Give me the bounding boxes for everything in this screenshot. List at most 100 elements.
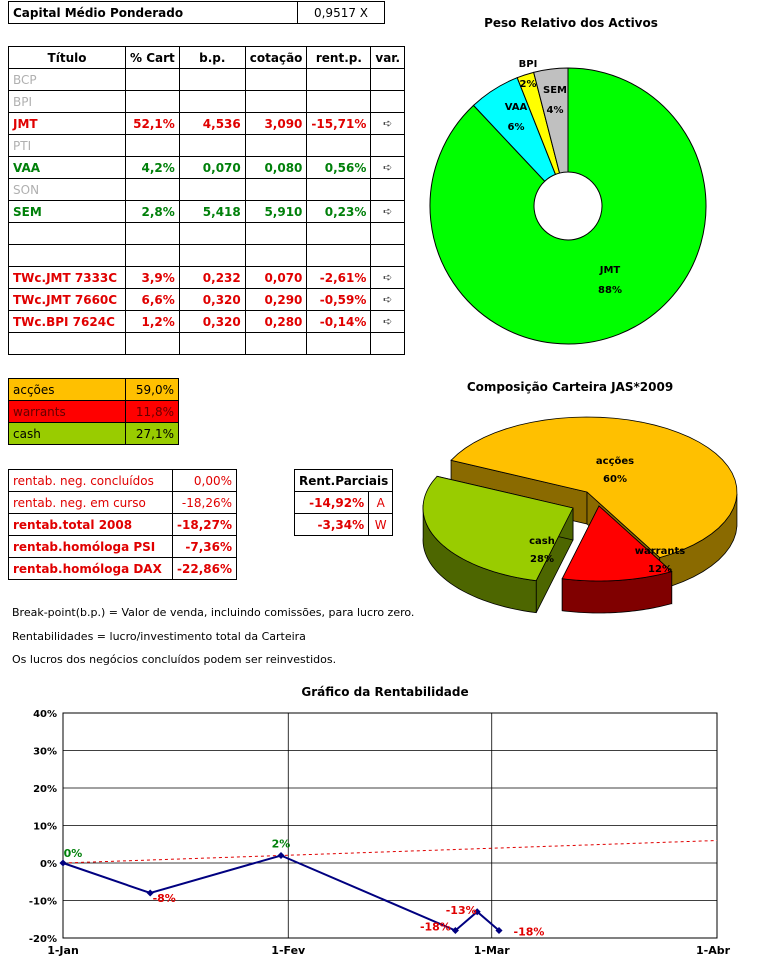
rentab-label: rentab.total 2008 [8,513,173,536]
parciais-tag: A [368,491,394,514]
portfolio-table: Título % Cart b.p. cotação rent.p. var. … [8,46,406,355]
cell-cotacao [244,332,308,355]
rentab-label: rentab. neg. concluídos [8,469,173,492]
composition-label: warrants [8,400,126,423]
cell-titulo: TWc.JMT 7333C [8,266,126,289]
data-label: -13% [446,904,477,917]
cell-cart [125,90,180,113]
table-row: SON [8,178,406,201]
parciais-tag: W [368,513,394,536]
rentab-row: rentab.homóloga PSI -7,36% [8,535,237,558]
doughnut-pct-label: 4% [547,105,564,116]
rentab-row: rentab.total 2008 -18,27% [8,513,237,536]
parciais-table: Rent.Parciais -14,92% A -3,34% W [293,469,394,536]
parciais-value: -14,92% [293,491,370,514]
rentab-value: -22,86% [172,557,237,580]
cell-cart [125,68,180,91]
rentab-label: rentab.homóloga PSI [8,535,173,558]
pie-label: cash [529,536,555,547]
cell-cart [125,222,180,245]
capital-label: Capital Médio Ponderado [8,1,298,24]
cell-cart: 1,2% [125,310,180,333]
cell-rent: -2,61% [306,266,372,289]
data-point [451,926,459,935]
composition-pie-chart: Composição Carteira JAS*2009 acções 60% wa… [422,380,738,614]
cell-rent: -15,71% [306,112,372,135]
rentabilidade-line [62,854,500,932]
table-row: TWc.JMT 7333C 3,9% 0,232 0,070 -2,61% ➪ [8,266,406,289]
cell-rent: -0,59% [306,288,372,311]
table-row: JMT 52,1% 4,536 3,090 -15,71% ➪ [8,112,406,135]
data-point [495,926,503,935]
y-tick-label: 30% [33,747,57,758]
pie-pct-label: 12% [648,564,672,575]
cell-bp [178,134,246,157]
cell-rent: 0,56% [306,156,372,179]
y-tick-label: 40% [33,709,57,720]
parciais-title: Rent.Parciais [293,469,394,492]
rentab-value: -18,26% [172,491,237,514]
pie-slice-warrants [561,505,673,582]
cell-rent [306,178,372,201]
table-row: TWc.JMT 7660C 6,6% 0,320 0,290 -0,59% ➪ [8,288,406,311]
x-tick-label: 1-Fev [271,944,306,957]
x-tick-label: 1-Mar [474,944,511,957]
note-rentabilidades: Rentabilidades = lucro/investimento tota… [12,630,306,643]
table-row [8,222,406,245]
cell-cotacao: 0,290 [244,288,308,311]
pie-pct-label: 60% [603,474,627,485]
cell-cart [125,244,180,267]
rentab-row: rentab.homóloga DAX -22,86% [8,557,237,580]
table-row: BPI [8,90,406,113]
rentab-label: rentab.homóloga DAX [8,557,173,580]
composition-value: 27,1% [125,422,179,445]
data-label: 0% [64,847,83,860]
col-cotacao: cotação [244,46,308,69]
cell-titulo: SEM [8,200,126,223]
cell-cotacao [244,134,308,157]
note-breakpoint: Break-point(b.p.) = Valor de venda, incl… [12,606,415,619]
y-tick-label: 10% [33,822,57,833]
cell-bp: 0,320 [178,288,246,311]
rentab-table: rentab. neg. concluídos 0,00% rentab. neg.… [8,469,237,580]
composition-label: cash [8,422,126,445]
rentabilidade-chart: Gráfico da Rentabilidade 40% 30% 20% 10% 0% -… [29,685,731,957]
data-point [59,859,67,867]
cell-rent [306,68,372,91]
trend-line [62,840,718,864]
data-point [473,908,481,916]
col-bp: b.p. [178,46,246,69]
composition-label: acções [8,378,126,401]
cell-titulo: PTI [8,134,126,157]
cell-cotacao [244,244,308,267]
rentab-row: rentab. neg. concluídos 0,00% [8,469,237,492]
col-cart: % Cart [125,46,180,69]
cell-cotacao [244,90,308,113]
cell-titulo [8,332,126,355]
table-row: PTI [8,134,406,157]
rentab-value: -7,36% [172,535,237,558]
doughnut-slice-sem [533,67,569,174]
cell-bp [178,222,246,245]
note-lucros: Os lucros dos negócios concluídos podem … [12,653,337,666]
cell-cart [125,134,180,157]
cell-rent: -0,14% [306,310,372,333]
cell-bp [178,90,246,113]
rentab-value: -18,27% [172,513,237,536]
pie-slice-cash [422,475,574,582]
composition-value: 59,0% [125,378,179,401]
cell-cotacao: 5,910 [244,200,308,223]
rentab-value: 0,00% [172,469,237,492]
rentab-label: rentab. neg. em curso [8,491,173,514]
y-tick-label: -10% [29,897,57,908]
rentab-row: rentab. neg. em curso -18,26% [8,491,237,514]
cell-titulo: SON [8,178,126,201]
y-tick-label: -20% [29,934,57,945]
doughnut-label: VAA [505,102,528,113]
cell-titulo: BPI [8,90,126,113]
cell-cotacao: 0,280 [244,310,308,333]
doughnut-title: Peso Relativo dos Activos [484,16,658,30]
parciais-row: -14,92% A [293,491,394,514]
composition-row: warrants 11,8% [8,400,179,423]
table-row: VAA 4,2% 0,070 0,080 0,56% ➪ [8,156,406,179]
